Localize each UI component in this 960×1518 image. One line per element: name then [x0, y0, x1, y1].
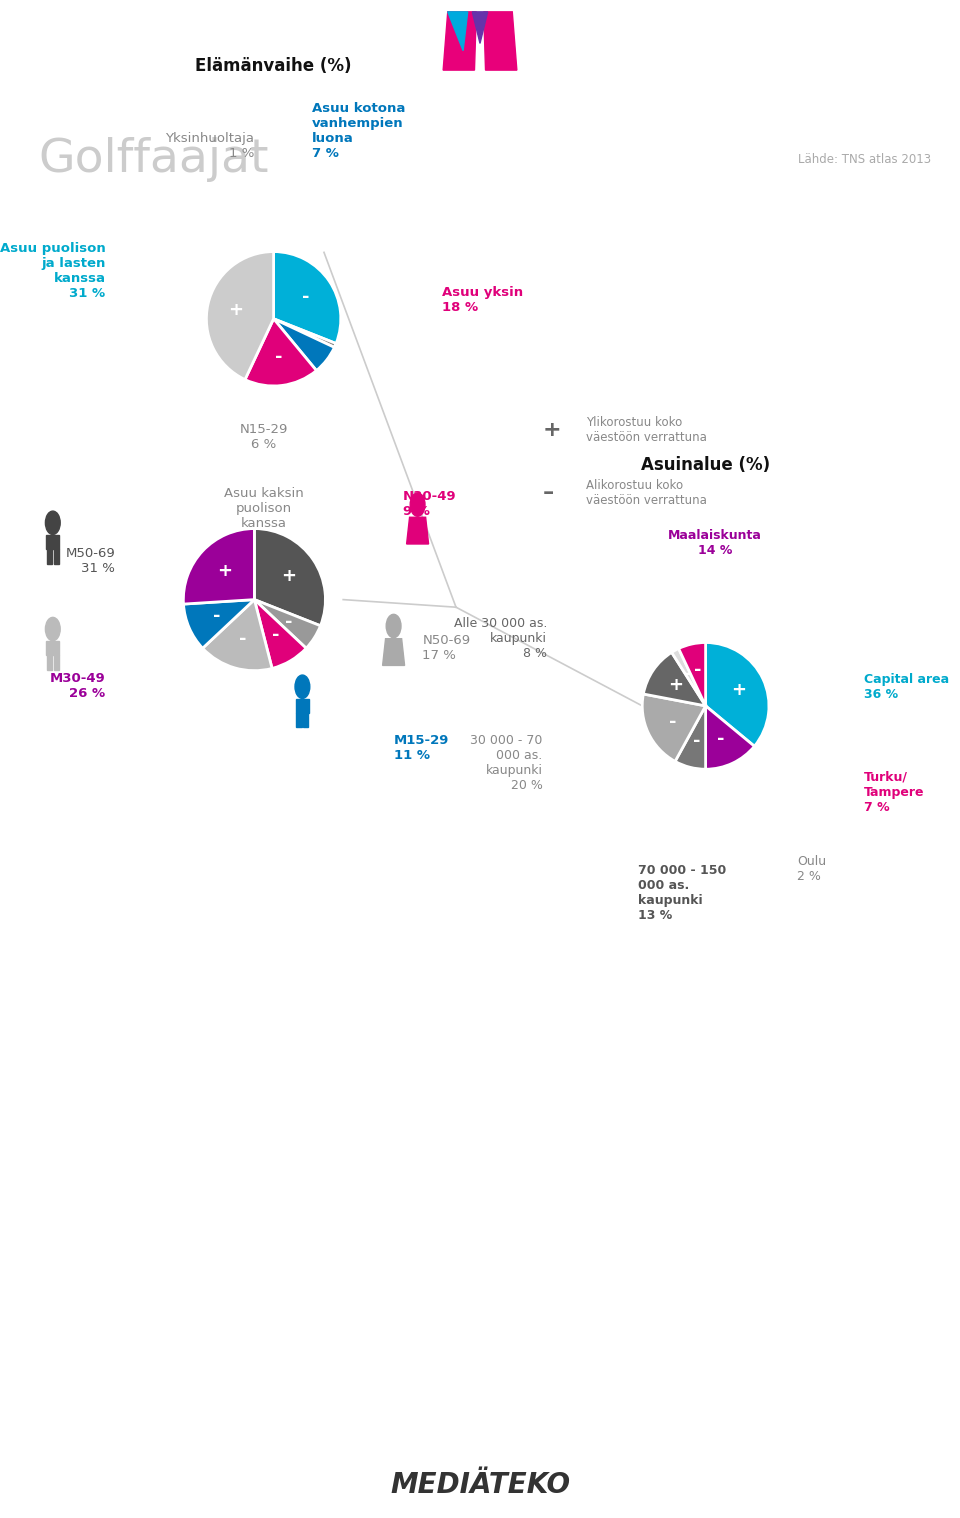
Circle shape: [45, 512, 60, 534]
Polygon shape: [447, 12, 468, 50]
Polygon shape: [297, 713, 301, 727]
Polygon shape: [46, 641, 60, 656]
Wedge shape: [206, 252, 274, 380]
Wedge shape: [274, 319, 336, 348]
Text: Lähde: TNS atlas 2013: Lähde: TNS atlas 2013: [798, 153, 931, 165]
Polygon shape: [54, 656, 59, 669]
Text: -: -: [272, 625, 279, 644]
Polygon shape: [54, 550, 59, 563]
Text: Asuu kaksin
puolison
kanssa
43 %: Asuu kaksin puolison kanssa 43 %: [224, 487, 304, 545]
Text: Yksinhuoltaja
1 %: Yksinhuoltaja 1 %: [165, 132, 254, 161]
Wedge shape: [254, 600, 321, 648]
Circle shape: [386, 615, 401, 638]
Wedge shape: [706, 642, 769, 747]
Circle shape: [410, 493, 425, 516]
Wedge shape: [254, 600, 306, 668]
Text: Oulu
2 %: Oulu 2 %: [797, 855, 826, 882]
Polygon shape: [407, 518, 428, 543]
Wedge shape: [203, 600, 272, 671]
Polygon shape: [472, 12, 488, 44]
Text: Golffaajat: Golffaajat: [38, 137, 269, 182]
Polygon shape: [47, 550, 52, 563]
Text: +: +: [281, 568, 296, 586]
Text: -: -: [717, 730, 725, 748]
Text: N50-69
17 %: N50-69 17 %: [422, 633, 470, 662]
Circle shape: [295, 676, 310, 698]
Text: Asuinalue (%): Asuinalue (%): [641, 457, 770, 475]
Wedge shape: [642, 694, 706, 762]
Wedge shape: [183, 600, 254, 648]
Text: -: -: [285, 613, 293, 630]
Wedge shape: [672, 648, 706, 706]
Text: -: -: [693, 733, 700, 750]
Text: +: +: [228, 301, 243, 319]
Text: +: +: [732, 682, 746, 700]
Text: M50-69
31 %: M50-69 31 %: [65, 546, 115, 575]
Text: -: -: [239, 630, 247, 648]
Wedge shape: [643, 653, 706, 706]
Polygon shape: [47, 656, 52, 669]
Text: Turku/
Tampere
7 %: Turku/ Tampere 7 %: [864, 771, 924, 814]
Wedge shape: [245, 319, 317, 386]
Text: 30 000 - 70
000 as.
kaupunki
20 %: 30 000 - 70 000 as. kaupunki 20 %: [470, 735, 542, 792]
Wedge shape: [675, 706, 706, 770]
Polygon shape: [484, 12, 516, 70]
Text: MEDIÄTEKO: MEDIÄTEKO: [390, 1471, 570, 1498]
Text: Capital area
36 %: Capital area 36 %: [864, 672, 949, 701]
Text: N30-49
9 %: N30-49 9 %: [403, 490, 457, 518]
Text: M15-29
11 %: M15-29 11 %: [394, 735, 449, 762]
Wedge shape: [274, 319, 334, 370]
Wedge shape: [679, 642, 706, 706]
Text: -: -: [684, 665, 691, 683]
Text: 70 000 - 150
000 as.
kaupunki
13 %: 70 000 - 150 000 as. kaupunki 13 %: [638, 864, 727, 923]
Polygon shape: [46, 534, 60, 550]
Text: Asuu yksin
18 %: Asuu yksin 18 %: [442, 285, 523, 314]
Text: –: –: [542, 483, 554, 504]
Text: +: +: [542, 419, 561, 440]
Polygon shape: [303, 713, 308, 727]
Text: M30-49
26 %: M30-49 26 %: [50, 672, 106, 700]
Text: -: -: [694, 660, 702, 679]
Polygon shape: [296, 698, 309, 713]
Text: Alikorostuu koko
väestöön verrattuna: Alikorostuu koko väestöön verrattuna: [586, 480, 707, 507]
Text: Maalaiskunta
14 %: Maalaiskunta 14 %: [668, 530, 762, 557]
Text: -: -: [668, 712, 676, 730]
Wedge shape: [254, 528, 325, 625]
Text: +: +: [668, 676, 683, 694]
Wedge shape: [183, 528, 254, 604]
Text: Ikä (%): Ikä (%): [222, 326, 287, 345]
Text: +: +: [217, 562, 232, 580]
Text: Elämänvaihe (%): Elämänvaihe (%): [195, 58, 352, 76]
Text: -: -: [302, 288, 309, 305]
Text: Asuu kotona
vanhempien
luona
7 %: Asuu kotona vanhempien luona 7 %: [312, 102, 405, 161]
Text: Asuu puolison
ja lasten
kanssa
31 %: Asuu puolison ja lasten kanssa 31 %: [0, 241, 106, 299]
Text: N15-29
6 %: N15-29 6 %: [240, 424, 288, 451]
Text: Ylikorostuu koko
väestöön verrattuna: Ylikorostuu koko väestöön verrattuna: [586, 416, 707, 443]
Polygon shape: [383, 639, 404, 665]
Wedge shape: [706, 706, 755, 770]
Circle shape: [45, 618, 60, 641]
Wedge shape: [274, 252, 341, 343]
Text: Alle 30 000 as.
kaupunki
8 %: Alle 30 000 as. kaupunki 8 %: [454, 618, 547, 660]
Text: -: -: [275, 349, 282, 366]
Polygon shape: [444, 12, 476, 70]
Text: -: -: [213, 607, 221, 625]
